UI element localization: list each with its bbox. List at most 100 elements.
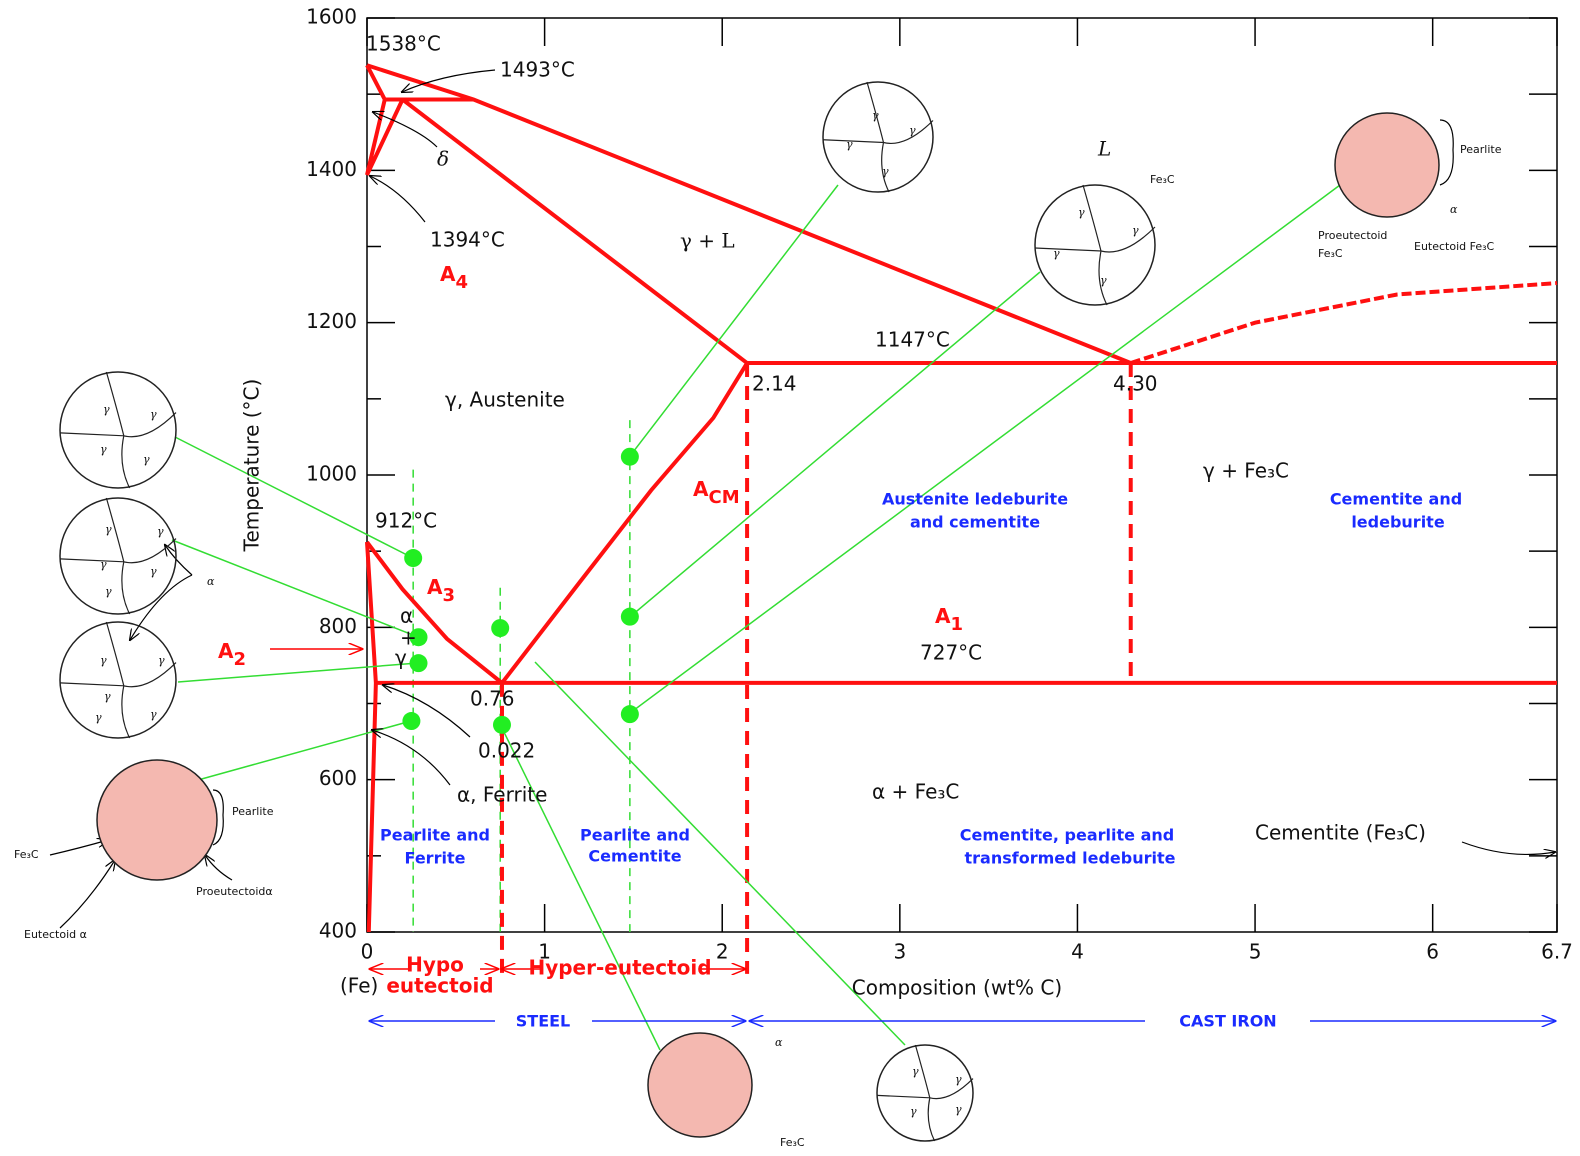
sample-dot [620, 447, 639, 466]
temp-label: 1493°C [500, 58, 575, 82]
micrograph-outline [59, 497, 177, 615]
sample-dot [409, 654, 428, 673]
x-tick-label: 4 [1071, 940, 1084, 964]
x-tick-label: 5 [1249, 940, 1262, 964]
axes: 0 1 2 3 4 5 6 6.7 400 600 800 1000 1200 1400 1600 [306, 5, 1573, 964]
micrograph-label: γ [150, 565, 157, 578]
micrograph-label: γ [143, 453, 150, 466]
grain-boundary [59, 621, 177, 739]
range-label: STEEL [516, 1012, 571, 1031]
micrograph-label: γ [100, 654, 107, 667]
microstructure-label: and cementite [910, 513, 1040, 532]
micrograph-label: γ [150, 408, 157, 421]
sample-dot [409, 628, 428, 647]
temp-label: 1394°C [430, 228, 505, 252]
micrograph-label: γ [95, 711, 102, 724]
phase-label: Cementite (Fe₃C) [1255, 821, 1426, 845]
micrograph-outline [1034, 184, 1156, 306]
sample-dot [492, 715, 511, 734]
micrograph: α Fe₃C [636, 1033, 805, 1149]
micrograph-label: Fe₃C [14, 848, 39, 861]
micrograph-label: Fe₃C [1150, 173, 1175, 186]
micrograph: γ γ γ γ [822, 81, 934, 193]
microstructure-label: Ferrite [405, 849, 466, 868]
connectors [171, 184, 1341, 1051]
y-tick-label: 1000 [306, 462, 357, 486]
x-tick-label: 6 [1426, 940, 1439, 964]
phase-label: γ + L [680, 229, 735, 253]
sample-dot [402, 712, 421, 731]
y-tick-label: 1200 [306, 309, 357, 333]
annotation-arrows [49, 69, 1555, 929]
micrograph-label: γ [105, 585, 112, 598]
phase-boundary [366, 63, 1132, 365]
microstructure-label: Pearlite and [380, 826, 490, 845]
micrograph: Pearlite Fe₃C Proeutectoidα Eutectoid α [14, 760, 274, 941]
y-axis-label: Temperature (°C) [240, 379, 264, 553]
micrograph: γ γ γ γ γ α [59, 497, 215, 615]
composition-label: 0.76 [470, 687, 515, 711]
micrograph-label: γ [1100, 274, 1107, 287]
micrograph-label: γ [157, 525, 164, 538]
phase-label: α + Fe₃C [872, 780, 959, 804]
micrograph-outline [96, 759, 218, 881]
sample-points [402, 447, 639, 734]
micrograph-label: α [207, 575, 215, 588]
y-tick-label: 800 [319, 614, 357, 638]
x-tick-label: 2 [716, 940, 729, 964]
phase-label: L [1097, 137, 1111, 161]
microstructure-label: transformed ledeburite [965, 849, 1176, 868]
micrograph-label: γ [955, 1073, 962, 1086]
micrograph-label: γ [100, 558, 107, 571]
y-tick-label: 600 [319, 766, 357, 790]
phase-label: δ [437, 147, 449, 171]
micrograph-label: Pearlite [232, 805, 274, 818]
micrograph-outline [822, 81, 934, 193]
micrograph-label: γ [910, 1105, 917, 1118]
phase-boundary [365, 64, 405, 176]
micrograph-label: α [775, 1036, 783, 1049]
micrograph-label: γ [105, 523, 112, 536]
x-tick-label: 1 [538, 940, 551, 964]
phase-label: + [400, 626, 417, 650]
micrograph-bg [648, 1033, 752, 1137]
micrograph-label: Pearlite [1460, 143, 1502, 156]
micrograph-label: γ [104, 690, 111, 703]
boundaries [365, 63, 1558, 974]
micrograph-label: γ [1078, 206, 1085, 219]
phase-boundary [1130, 281, 1558, 365]
grain-boundary [1034, 184, 1156, 306]
range-arrows [270, 649, 745, 969]
grain-boundary [59, 371, 177, 489]
micrograph-outline [647, 1032, 753, 1138]
micrograph-label: γ [846, 138, 853, 151]
phase-boundary [365, 541, 378, 933]
micrograph-bg [97, 760, 217, 880]
temp-label: 1147°C [875, 328, 950, 352]
x-tick-label: 6.7 [1541, 940, 1573, 964]
range-label: eutectoid [386, 974, 493, 998]
micrograph-outline [59, 621, 177, 739]
micrograph-label: α [1450, 203, 1458, 216]
micrograph-label: Fe₃C [1318, 247, 1343, 260]
phase-label: γ + Fe₃C [1203, 459, 1289, 483]
microstructure-label: ledeburite [1351, 513, 1445, 532]
range-label: Hyper-eutectoid [528, 956, 711, 980]
composition-label: 0.022 [478, 739, 535, 763]
phase-boundary [365, 540, 504, 685]
grain-boundary [822, 81, 934, 193]
grain-boundary [876, 1044, 974, 1142]
fe-note: (Fe) [340, 974, 378, 998]
x-tick-label: 0 [361, 940, 374, 964]
micrograph-label: Proeutectoid [1318, 229, 1387, 242]
range-label: Hypo [406, 953, 464, 977]
micrograph-label: γ [1053, 247, 1060, 260]
y-tick-label: 1400 [306, 157, 357, 181]
micrograph-label: γ [158, 654, 165, 667]
temp-label: 1538°C [366, 32, 441, 56]
micrograph-label: γ [872, 109, 879, 122]
micrograph-outline [59, 371, 177, 489]
